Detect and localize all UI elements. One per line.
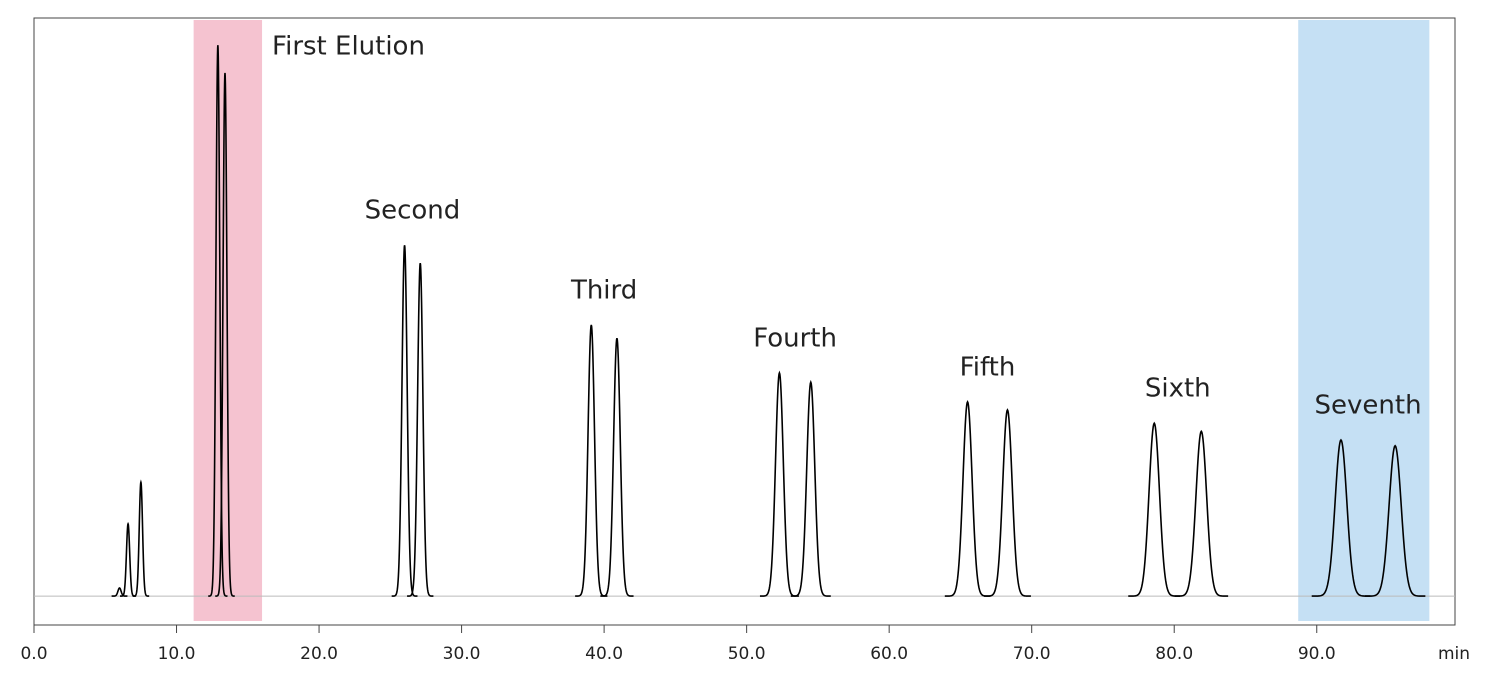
peak	[1311, 438, 1371, 597]
peak	[132, 479, 150, 597]
x-tick-label: 20.0	[300, 644, 338, 664]
x-tick-label: 30.0	[443, 644, 481, 664]
x-tick-label: 50.0	[728, 644, 766, 664]
peak	[215, 72, 235, 597]
peak	[600, 338, 634, 597]
annotation: Second	[365, 196, 461, 226]
x-tick-label: 70.0	[1013, 644, 1051, 664]
annotation: Third	[570, 275, 637, 305]
x-tick-label: 40.0	[585, 644, 623, 664]
peak	[120, 521, 137, 597]
peak	[407, 262, 434, 597]
annotation: Sixth	[1145, 374, 1211, 404]
x-axis-label: min	[1438, 644, 1470, 664]
peak	[575, 324, 608, 597]
peak	[1174, 429, 1229, 597]
annotation: First Elution	[272, 32, 425, 62]
peak	[759, 370, 799, 597]
peak	[944, 399, 991, 597]
x-tick-label: 0.0	[20, 644, 47, 664]
annotation: Fourth	[753, 323, 837, 353]
peak	[1364, 444, 1426, 597]
peak	[391, 245, 418, 597]
peak	[111, 587, 128, 597]
x-tick-label: 60.0	[870, 644, 908, 664]
annotation: Fifth	[960, 352, 1016, 382]
plot-frame	[33, 17, 1456, 626]
annotation: Seventh	[1315, 391, 1422, 421]
x-tick-label: 10.0	[158, 644, 196, 664]
peak	[208, 45, 228, 597]
x-tick-label: 90.0	[1298, 644, 1336, 664]
x-tick-label: 80.0	[1155, 644, 1193, 664]
peak	[1128, 421, 1181, 597]
highlight-band	[1298, 20, 1430, 621]
peak	[790, 379, 831, 597]
peak	[984, 408, 1031, 597]
